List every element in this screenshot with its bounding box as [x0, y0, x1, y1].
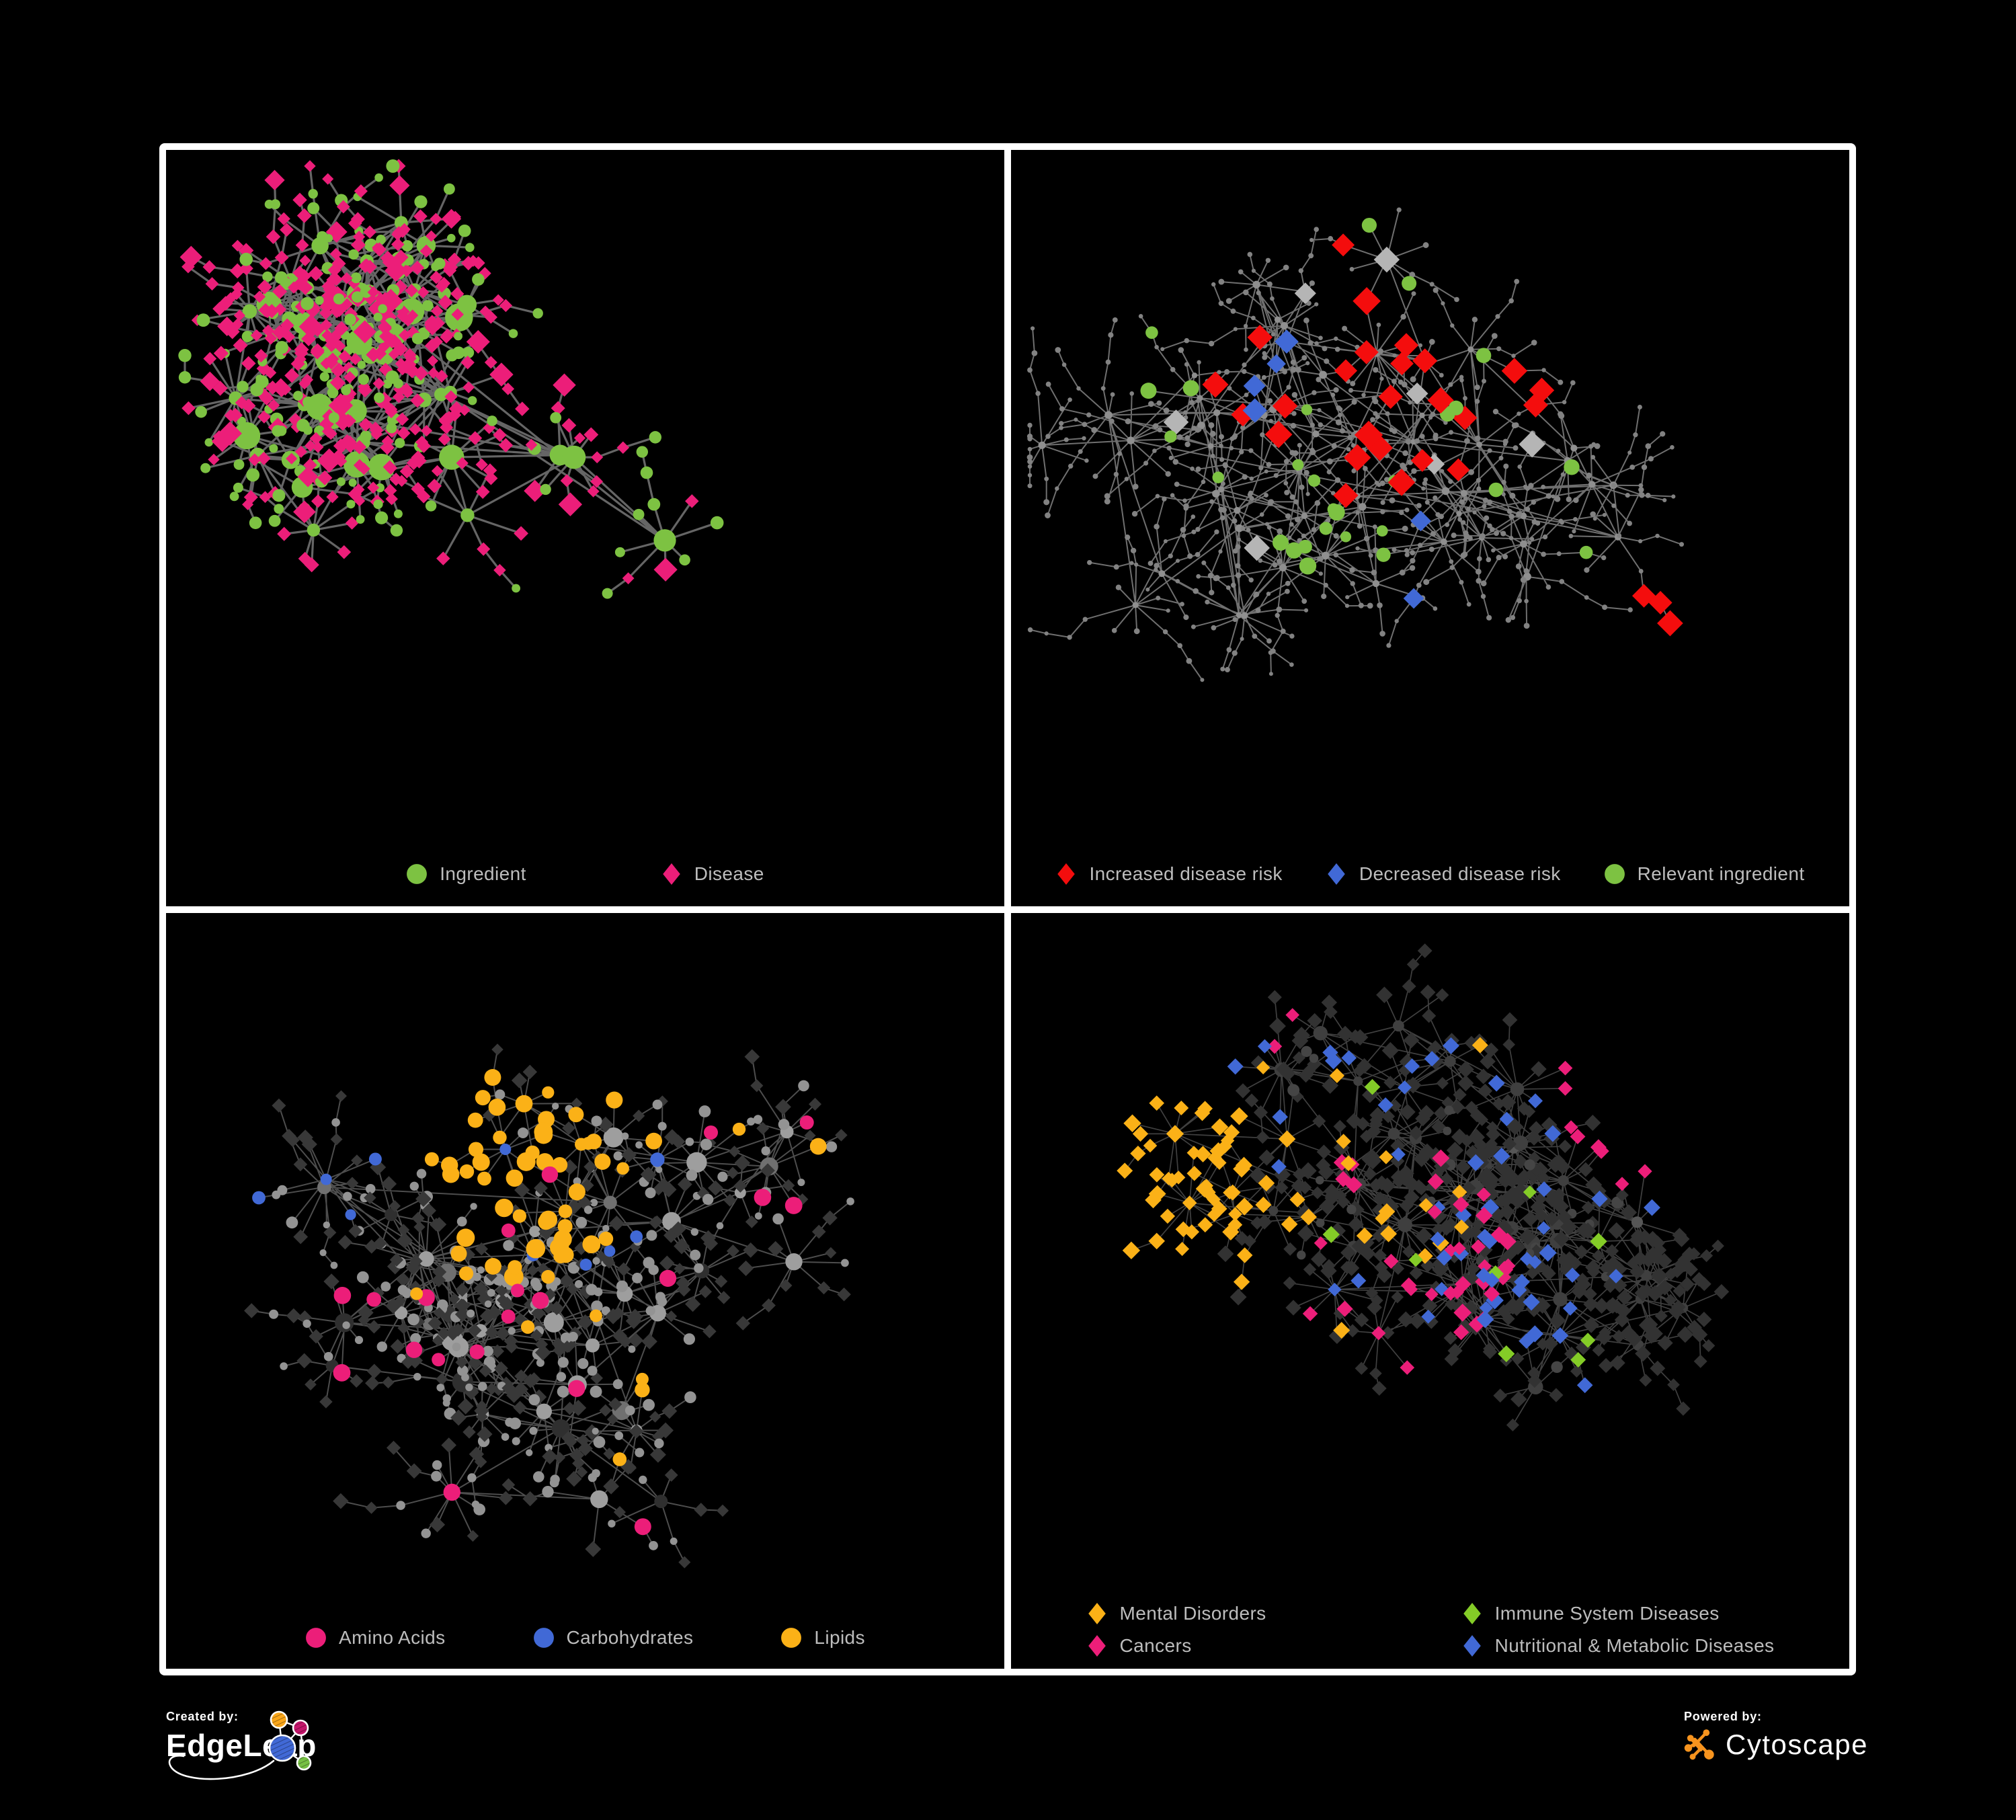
diamond-marker-icon: [1463, 1603, 1481, 1624]
panel-nutrient-classes-network: Amino Acids Carbohydrates Lipids: [166, 912, 1004, 1669]
circle-marker-icon: [1604, 863, 1625, 884]
legend-item-disease-classes-1: Immune System Diseases: [1461, 1603, 1775, 1624]
network-panels-grid: Ingredient Disease Increased disease risk…: [159, 143, 1856, 1675]
legend-label: Increased disease risk: [1089, 863, 1283, 884]
edgeleap-wordmark: EdgeLeap: [166, 1728, 317, 1763]
legend-label: Carbohydrates: [566, 1627, 694, 1648]
cytoscape-branding: Powered by: Cytosc: [1684, 1710, 1886, 1790]
legend-label: Amino Acids: [339, 1627, 446, 1648]
legend-disease-classes: Mental Disorders Immune System Diseases Ca…: [1011, 1603, 1849, 1657]
legend-item-nutrient-classes-2: Lipids: [780, 1627, 865, 1649]
legend-ingredient-disease: Ingredient Disease: [166, 863, 1004, 885]
diamond-marker-icon: [1463, 1635, 1481, 1657]
panel-disease-classes-network: Mental Disorders Immune System Diseases Ca…: [1011, 912, 1849, 1669]
legend-item-ingredient-disease-0: Ingredient: [406, 863, 526, 885]
legend-item-ingredient-disease-1: Disease: [661, 863, 764, 885]
legend-label: Lipids: [814, 1627, 865, 1648]
diamond-marker-icon: [1057, 863, 1076, 885]
legend-item-disease-classes-0: Mental Disorders: [1086, 1603, 1266, 1624]
legend-label: Mental Disorders: [1119, 1603, 1266, 1624]
legend-item-nutrient-classes-0: Amino Acids: [305, 1627, 445, 1649]
panel-disease-risk-network: Increased disease risk Decreased disease …: [1011, 150, 1849, 906]
panel-ingredient-disease-network: Ingredient Disease: [166, 150, 1004, 906]
legend-item-disease-classes-2: Cancers: [1086, 1635, 1266, 1657]
diamond-marker-icon: [662, 863, 680, 885]
legend-item-disease-risk-1: Decreased disease risk: [1326, 863, 1561, 885]
legend-item-disease-classes-3: Nutritional & Metabolic Diseases: [1461, 1635, 1775, 1657]
legend-item-disease-risk-0: Increased disease risk: [1055, 863, 1282, 885]
legend-label: Relevant ingredient: [1637, 863, 1805, 884]
legend-label: Disease: [694, 863, 764, 884]
legend-nutrient-classes: Amino Acids Carbohydrates Lipids: [166, 1627, 1004, 1649]
legend-disease-risk: Increased disease risk Decreased disease …: [1011, 863, 1849, 885]
circle-marker-icon: [407, 863, 428, 884]
legend-item-disease-risk-2: Relevant ingredient: [1604, 863, 1805, 885]
created-by-label: Created by:: [166, 1710, 239, 1723]
diamond-marker-icon: [1328, 863, 1345, 885]
circle-marker-icon: [781, 1628, 802, 1648]
network-canvas-nutrient-classes: [244, 1043, 854, 1569]
legend-label: Nutritional & Metabolic Diseases: [1494, 1635, 1775, 1656]
powered-by-label: Powered by:: [1684, 1710, 1762, 1723]
cytoscape-logo-icon: [1684, 1729, 1714, 1760]
legend-item-nutrient-classes-1: Carbohydrates: [533, 1627, 694, 1649]
cytoscape-wordmark: Cytoscape: [1726, 1729, 1868, 1760]
diamond-marker-icon: [1088, 1603, 1106, 1624]
network-canvas-disease-risk: [1026, 207, 1684, 682]
legend-label: Immune System Diseases: [1494, 1603, 1720, 1624]
legend-label: Cancers: [1119, 1635, 1192, 1656]
edgeleap-branding: Created by: EdgeLeap: [166, 1710, 529, 1811]
circle-marker-icon: [533, 1628, 554, 1648]
legend-label: Decreased disease risk: [1359, 863, 1561, 884]
diamond-marker-icon: [1088, 1635, 1106, 1657]
network-canvas-disease-classes: [1117, 943, 1730, 1431]
network-canvas-ingredient-disease: [178, 159, 724, 599]
legend-label: Ingredient: [440, 863, 526, 884]
cytoscape-logo-row: Cytoscape: [1684, 1726, 1868, 1764]
circle-marker-icon: [306, 1628, 326, 1648]
